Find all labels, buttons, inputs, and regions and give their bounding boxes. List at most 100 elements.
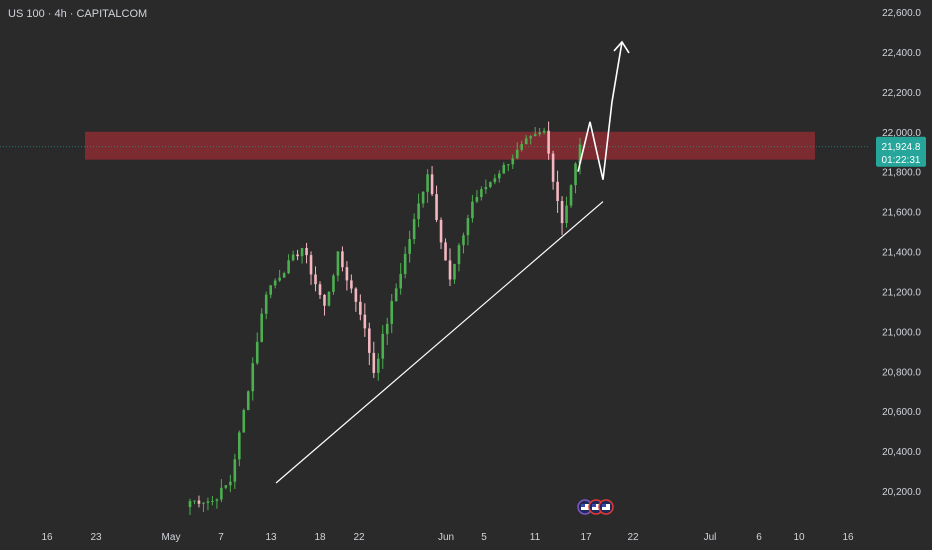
candle-body: [363, 314, 367, 329]
trendline[interactable]: [275, 201, 604, 484]
candle: [412, 213, 416, 245]
candle-body: [381, 333, 385, 359]
candle-body: [394, 288, 398, 302]
candle: [350, 274, 353, 294]
candle-body: [341, 251, 344, 268]
candle-body: [556, 181, 559, 202]
candle-body: [206, 501, 210, 503]
candle: [287, 254, 290, 275]
y-tick-label: 21,400.0: [882, 248, 921, 259]
x-tick-label: Jun: [438, 532, 454, 543]
candle-body: [457, 245, 461, 265]
candle: [327, 291, 331, 307]
x-tick-label: 5: [481, 532, 487, 543]
candle: [359, 294, 362, 321]
candle: [246, 390, 250, 411]
candle-body: [421, 191, 425, 204]
candle-body: [542, 130, 546, 133]
candle: [466, 214, 470, 246]
y-tick-label: 22,200.0: [882, 88, 921, 99]
candle-body: [368, 328, 371, 353]
candle: [390, 293, 394, 334]
candle-body: [475, 197, 479, 202]
candle: [242, 408, 246, 433]
projection-arrowhead: [613, 40, 630, 54]
candle: [493, 174, 497, 185]
candle: [278, 269, 281, 282]
candle: [224, 485, 228, 490]
candle: [273, 278, 277, 289]
candle: [502, 162, 506, 174]
candle: [435, 185, 438, 223]
candle-body: [551, 153, 555, 182]
candle-body: [408, 239, 411, 254]
candle: [291, 250, 295, 262]
candle-body: [309, 255, 313, 275]
candle-body: [229, 481, 232, 486]
candle: [506, 163, 510, 172]
candle: [489, 181, 492, 189]
current-price-label[interactable]: 21,924.8 01:22:31: [876, 136, 926, 167]
candle: [457, 243, 461, 272]
y-tick-label: 22,600.0: [882, 8, 921, 19]
y-tick-label: 21,200.0: [882, 287, 921, 298]
y-tick-label: 20,600.0: [882, 407, 921, 418]
x-tick-label: 16: [41, 532, 53, 543]
y-tick-label: 20,200.0: [882, 487, 921, 498]
x-tick-label: 16: [842, 532, 854, 543]
candle-body: [524, 138, 528, 145]
candle: [269, 284, 272, 299]
candle: [453, 263, 456, 284]
current-price-countdown: 01:22:31: [882, 155, 921, 166]
candle-body: [233, 459, 237, 482]
candle-body: [569, 185, 573, 206]
candle: [574, 162, 577, 194]
candle: [193, 500, 196, 505]
candle-body: [453, 264, 456, 280]
resistance-zone[interactable]: [85, 131, 815, 160]
candle: [255, 332, 259, 365]
candle: [300, 247, 304, 264]
event-flag-canton: [581, 504, 585, 507]
candle: [341, 246, 344, 272]
candle: [336, 251, 340, 282]
candle: [426, 169, 429, 203]
candle-body: [188, 501, 192, 508]
candle: [215, 498, 219, 509]
candle: [551, 150, 555, 190]
projection-path[interactable]: [577, 41, 623, 180]
candle-body: [444, 242, 447, 261]
candle-body: [376, 358, 380, 373]
x-tick-label: 18: [314, 532, 326, 543]
candle-body: [439, 219, 443, 243]
candle: [264, 291, 268, 320]
candle-body: [417, 203, 420, 220]
candle-body: [390, 301, 394, 324]
candle-body: [251, 363, 255, 392]
candle: [547, 121, 550, 160]
candle-body: [399, 273, 402, 289]
event-flag-icon[interactable]: [598, 499, 614, 515]
candle: [408, 230, 411, 263]
candle-body: [574, 163, 577, 186]
y-tick-label: 22,000.0: [882, 128, 921, 139]
x-tick-label: 23: [90, 532, 102, 543]
candle: [368, 322, 371, 366]
candle-body: [246, 391, 250, 411]
candle-body: [215, 499, 219, 501]
candle: [565, 196, 568, 228]
candle: [332, 273, 335, 295]
candle: [444, 238, 447, 261]
candle-body: [506, 164, 510, 166]
candle: [296, 249, 299, 261]
candle: [498, 170, 501, 183]
candle-body: [578, 144, 582, 164]
candle: [421, 191, 425, 208]
candle-body: [305, 247, 308, 256]
candle-body: [480, 189, 483, 198]
x-tick-label: 11: [530, 532, 541, 543]
candle: [578, 137, 582, 175]
candle-body: [278, 277, 281, 281]
candle-body: [282, 273, 286, 278]
